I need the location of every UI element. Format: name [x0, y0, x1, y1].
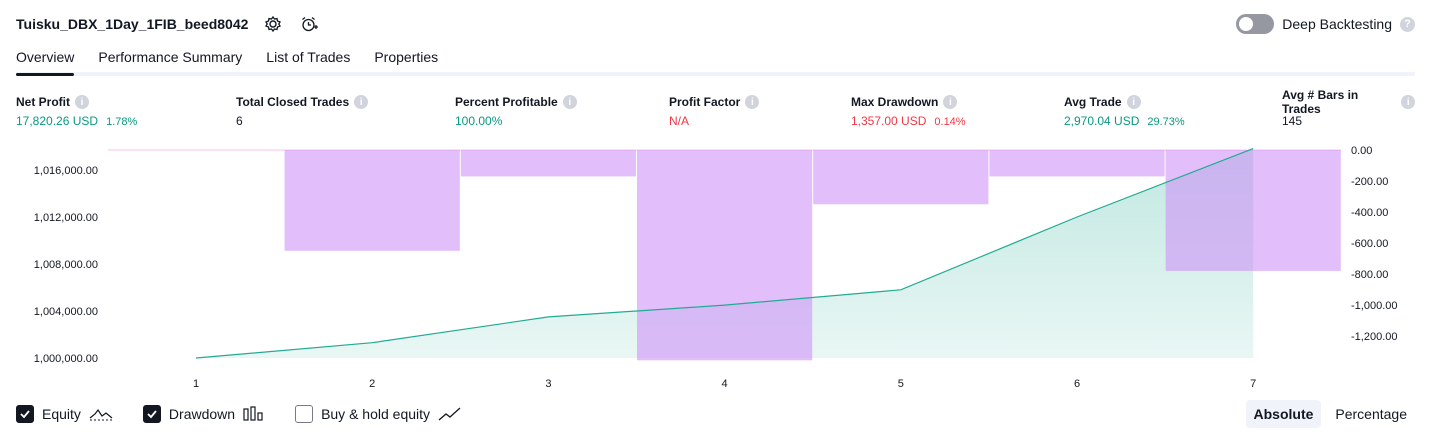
- tab-properties[interactable]: Properties: [374, 49, 439, 65]
- info-icon[interactable]: i: [1126, 95, 1141, 109]
- left-axis-tick-label: 1,004,000.00: [34, 306, 98, 318]
- metric-total-closed-trades: Total Closed Trades i 6: [236, 94, 369, 128]
- metric-value: N/A: [669, 114, 690, 128]
- report-tabs: Overview Performance Summary List of Tra…: [16, 46, 1415, 76]
- metric-max-drawdown: Max Drawdown i 1,357.00 USD 0.14%: [851, 94, 966, 128]
- drawdown-bar: [1165, 150, 1341, 271]
- info-icon[interactable]: i: [562, 95, 577, 109]
- scale-switcher: Absolute Percentage: [1245, 400, 1416, 428]
- info-icon[interactable]: i: [1401, 95, 1415, 109]
- metric-value: 2,970.04 USD: [1064, 114, 1140, 128]
- absolute-button[interactable]: Absolute: [1245, 400, 1322, 428]
- buy-hold-label: Buy & hold equity: [321, 406, 431, 422]
- equity-area: [196, 148, 1254, 358]
- info-icon[interactable]: i: [354, 95, 369, 109]
- metric-label: Avg # Bars in Trades: [1282, 88, 1359, 116]
- metric-label: Max Drawdown: [851, 95, 939, 109]
- metric-label: Avg Trade: [1064, 95, 1122, 109]
- right-axis-tick-label: -1,000.00: [1351, 300, 1397, 312]
- legend-buy-hold-equity[interactable]: Buy & hold equity: [295, 405, 462, 423]
- metrics-row: Net Profit i 17,820.26 USD 1.78% Total Clo…: [16, 88, 1415, 134]
- legend-equity[interactable]: Equity: [16, 405, 113, 423]
- deep-backtesting-control: Deep Backtesting ?: [1236, 12, 1415, 36]
- tab-overview[interactable]: Overview: [16, 46, 75, 76]
- info-icon[interactable]: i: [745, 95, 760, 109]
- metric-value: 1,357.00 USD: [851, 114, 927, 128]
- drawdown-bar: [813, 150, 989, 205]
- equity-label: Equity: [42, 406, 81, 422]
- right-axis-tick-label: -600.00: [1351, 238, 1388, 250]
- metric-label: Net Profit: [16, 95, 70, 109]
- deep-backtesting-toggle[interactable]: [1236, 14, 1275, 34]
- toggle-knob: [1239, 17, 1254, 31]
- alert-clock-icon[interactable]: [298, 13, 320, 35]
- metric-percent: 0.14%: [934, 116, 966, 128]
- right-axis-tick-label: -200.00: [1351, 176, 1388, 188]
- buy-hold-checkbox[interactable]: [295, 405, 314, 423]
- drawdown-bars-icon: [243, 406, 265, 422]
- metric-label: Total Closed Trades: [236, 95, 350, 109]
- right-axis-tick-label: -800.00: [1351, 269, 1388, 281]
- metric-avg-trade: Avg Trade i 2,970.04 USD 29.73%: [1064, 94, 1185, 128]
- left-axis-tick-label: 1,000,000.00: [34, 353, 98, 365]
- drawdown-bar: [460, 150, 636, 177]
- metric-value: 100.00%: [455, 114, 503, 128]
- buy-hold-line-icon: [438, 406, 462, 422]
- equity-checkbox[interactable]: [16, 405, 34, 423]
- metric-value: 17,820.26 USD: [16, 114, 99, 128]
- metric-net-profit: Net Profit i 17,820.26 USD 1.78%: [16, 94, 137, 128]
- settings-icon[interactable]: [262, 13, 284, 35]
- right-axis-tick-label: 0.00: [1351, 145, 1372, 157]
- metric-value: 6: [236, 114, 243, 128]
- metric-avg-bars-in-trades: Avg # Bars in Trades i 145: [1282, 88, 1415, 128]
- x-axis-tick-label: 6: [1074, 378, 1080, 390]
- left-axis-tick-label: 1,008,000.00: [34, 259, 98, 271]
- metric-value: 145: [1282, 114, 1303, 128]
- deep-backtesting-label: Deep Backtesting: [1282, 16, 1392, 32]
- tab-performance-summary[interactable]: Performance Summary: [98, 49, 243, 65]
- equity-line-icon: [89, 406, 113, 422]
- drawdown-bar: [284, 150, 460, 251]
- x-axis-tick-label: 3: [545, 378, 551, 390]
- drawdown-checkbox[interactable]: [142, 405, 161, 423]
- drawdown-label: Drawdown: [168, 406, 236, 422]
- metric-percent: 1.78%: [106, 116, 138, 128]
- strategy-header: Tuisku_DBX_1Day_1FIB_beed8042: [16, 12, 320, 36]
- x-axis-tick-label: 2: [369, 378, 375, 390]
- help-icon[interactable]: ?: [1400, 16, 1415, 32]
- metric-label: Percent Profitable: [455, 95, 558, 109]
- x-axis-tick-label: 1: [193, 378, 199, 390]
- drawdown-bar: [637, 150, 813, 361]
- metric-label: Profit Factor: [669, 95, 741, 109]
- chart-legend: Equity Drawdown Buy & hold equity: [16, 403, 462, 425]
- info-icon[interactable]: i: [943, 95, 958, 109]
- info-icon[interactable]: i: [75, 95, 89, 109]
- right-axis-tick-label: -1,200.00: [1351, 331, 1397, 343]
- left-axis-tick-label: 1,016,000.00: [34, 165, 98, 177]
- strategy-title: Tuisku_DBX_1Day_1FIB_beed8042: [16, 16, 249, 32]
- metric-percent: 29.73%: [1147, 116, 1185, 128]
- right-axis-tick-label: -400.00: [1351, 207, 1388, 219]
- equity-drawdown-chart[interactable]: 1,016,000.00 1,012,000.00 1,008,000.00 1,00…: [0, 140, 1431, 395]
- metric-profit-factor: Profit Factor i N/A: [669, 94, 760, 128]
- drawdown-bar: [989, 150, 1165, 177]
- tab-list-of-trades[interactable]: List of Trades: [266, 49, 351, 65]
- percentage-button[interactable]: Percentage: [1335, 406, 1407, 422]
- x-axis-tick-label: 4: [722, 378, 728, 390]
- x-axis-tick-label: 7: [1250, 378, 1256, 390]
- metric-percent-profitable: Percent Profitable i 100.00%: [455, 94, 577, 128]
- equity-line: [195, 148, 1254, 359]
- left-axis-tick-label: 1,012,000.00: [34, 212, 98, 224]
- legend-drawdown[interactable]: Drawdown: [142, 405, 265, 423]
- x-axis-tick-label: 5: [898, 378, 904, 390]
